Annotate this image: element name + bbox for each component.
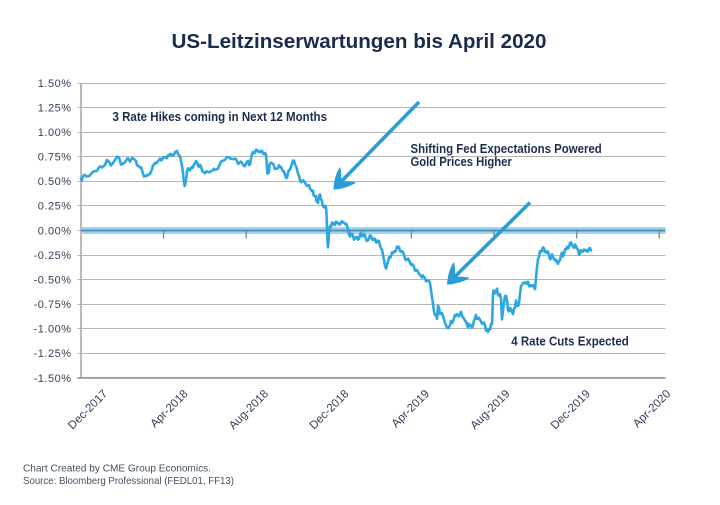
svg-text:1.25%: 1.25% xyxy=(38,102,72,114)
svg-text:0.25%: 0.25% xyxy=(38,201,72,213)
svg-text:Apr-2020: Apr-2020 xyxy=(630,387,673,430)
svg-text:Source: Bloomberg Professional: Source: Bloomberg Professional (FEDL01, … xyxy=(23,476,234,487)
svg-text:-1.25%: -1.25% xyxy=(34,348,72,360)
svg-text:-0.25%: -0.25% xyxy=(34,250,72,262)
svg-text:1.00%: 1.00% xyxy=(38,127,72,139)
svg-text:0.75%: 0.75% xyxy=(38,152,72,164)
svg-text:-1.00%: -1.00% xyxy=(34,324,72,336)
svg-text:Aug-2018: Aug-2018 xyxy=(226,387,271,432)
svg-text:Chart Created by CME Group Eco: Chart Created by CME Group Economics. xyxy=(23,464,211,475)
svg-text:Shifting Fed Expectations Powe: Shifting Fed Expectations Powered xyxy=(411,141,602,156)
svg-text:0.50%: 0.50% xyxy=(38,176,72,188)
svg-text:-1.50%: -1.50% xyxy=(34,373,72,385)
svg-text:Dec-2018: Dec-2018 xyxy=(307,387,352,432)
svg-text:US-Leitzinserwartungen bis Apr: US-Leitzinserwartungen bis April 2020 xyxy=(172,31,547,53)
svg-text:1.50%: 1.50% xyxy=(38,78,72,90)
svg-text:Dec-2017: Dec-2017 xyxy=(65,387,110,432)
svg-text:0.00%: 0.00% xyxy=(38,225,72,237)
svg-text:4 Rate Cuts Expected: 4 Rate Cuts Expected xyxy=(511,334,629,349)
svg-text:Dec-2019: Dec-2019 xyxy=(548,387,593,432)
svg-text:Apr-2018: Apr-2018 xyxy=(148,387,191,430)
svg-text:3 Rate Hikes coming in Next 12: 3 Rate Hikes coming in Next 12 Months xyxy=(113,109,328,124)
svg-text:Apr-2019: Apr-2019 xyxy=(389,387,432,430)
svg-text:-0.75%: -0.75% xyxy=(34,299,72,311)
svg-text:Gold Prices Higher: Gold Prices Higher xyxy=(411,154,512,169)
svg-text:Aug-2019: Aug-2019 xyxy=(468,387,513,432)
svg-text:-0.50%: -0.50% xyxy=(34,275,72,287)
